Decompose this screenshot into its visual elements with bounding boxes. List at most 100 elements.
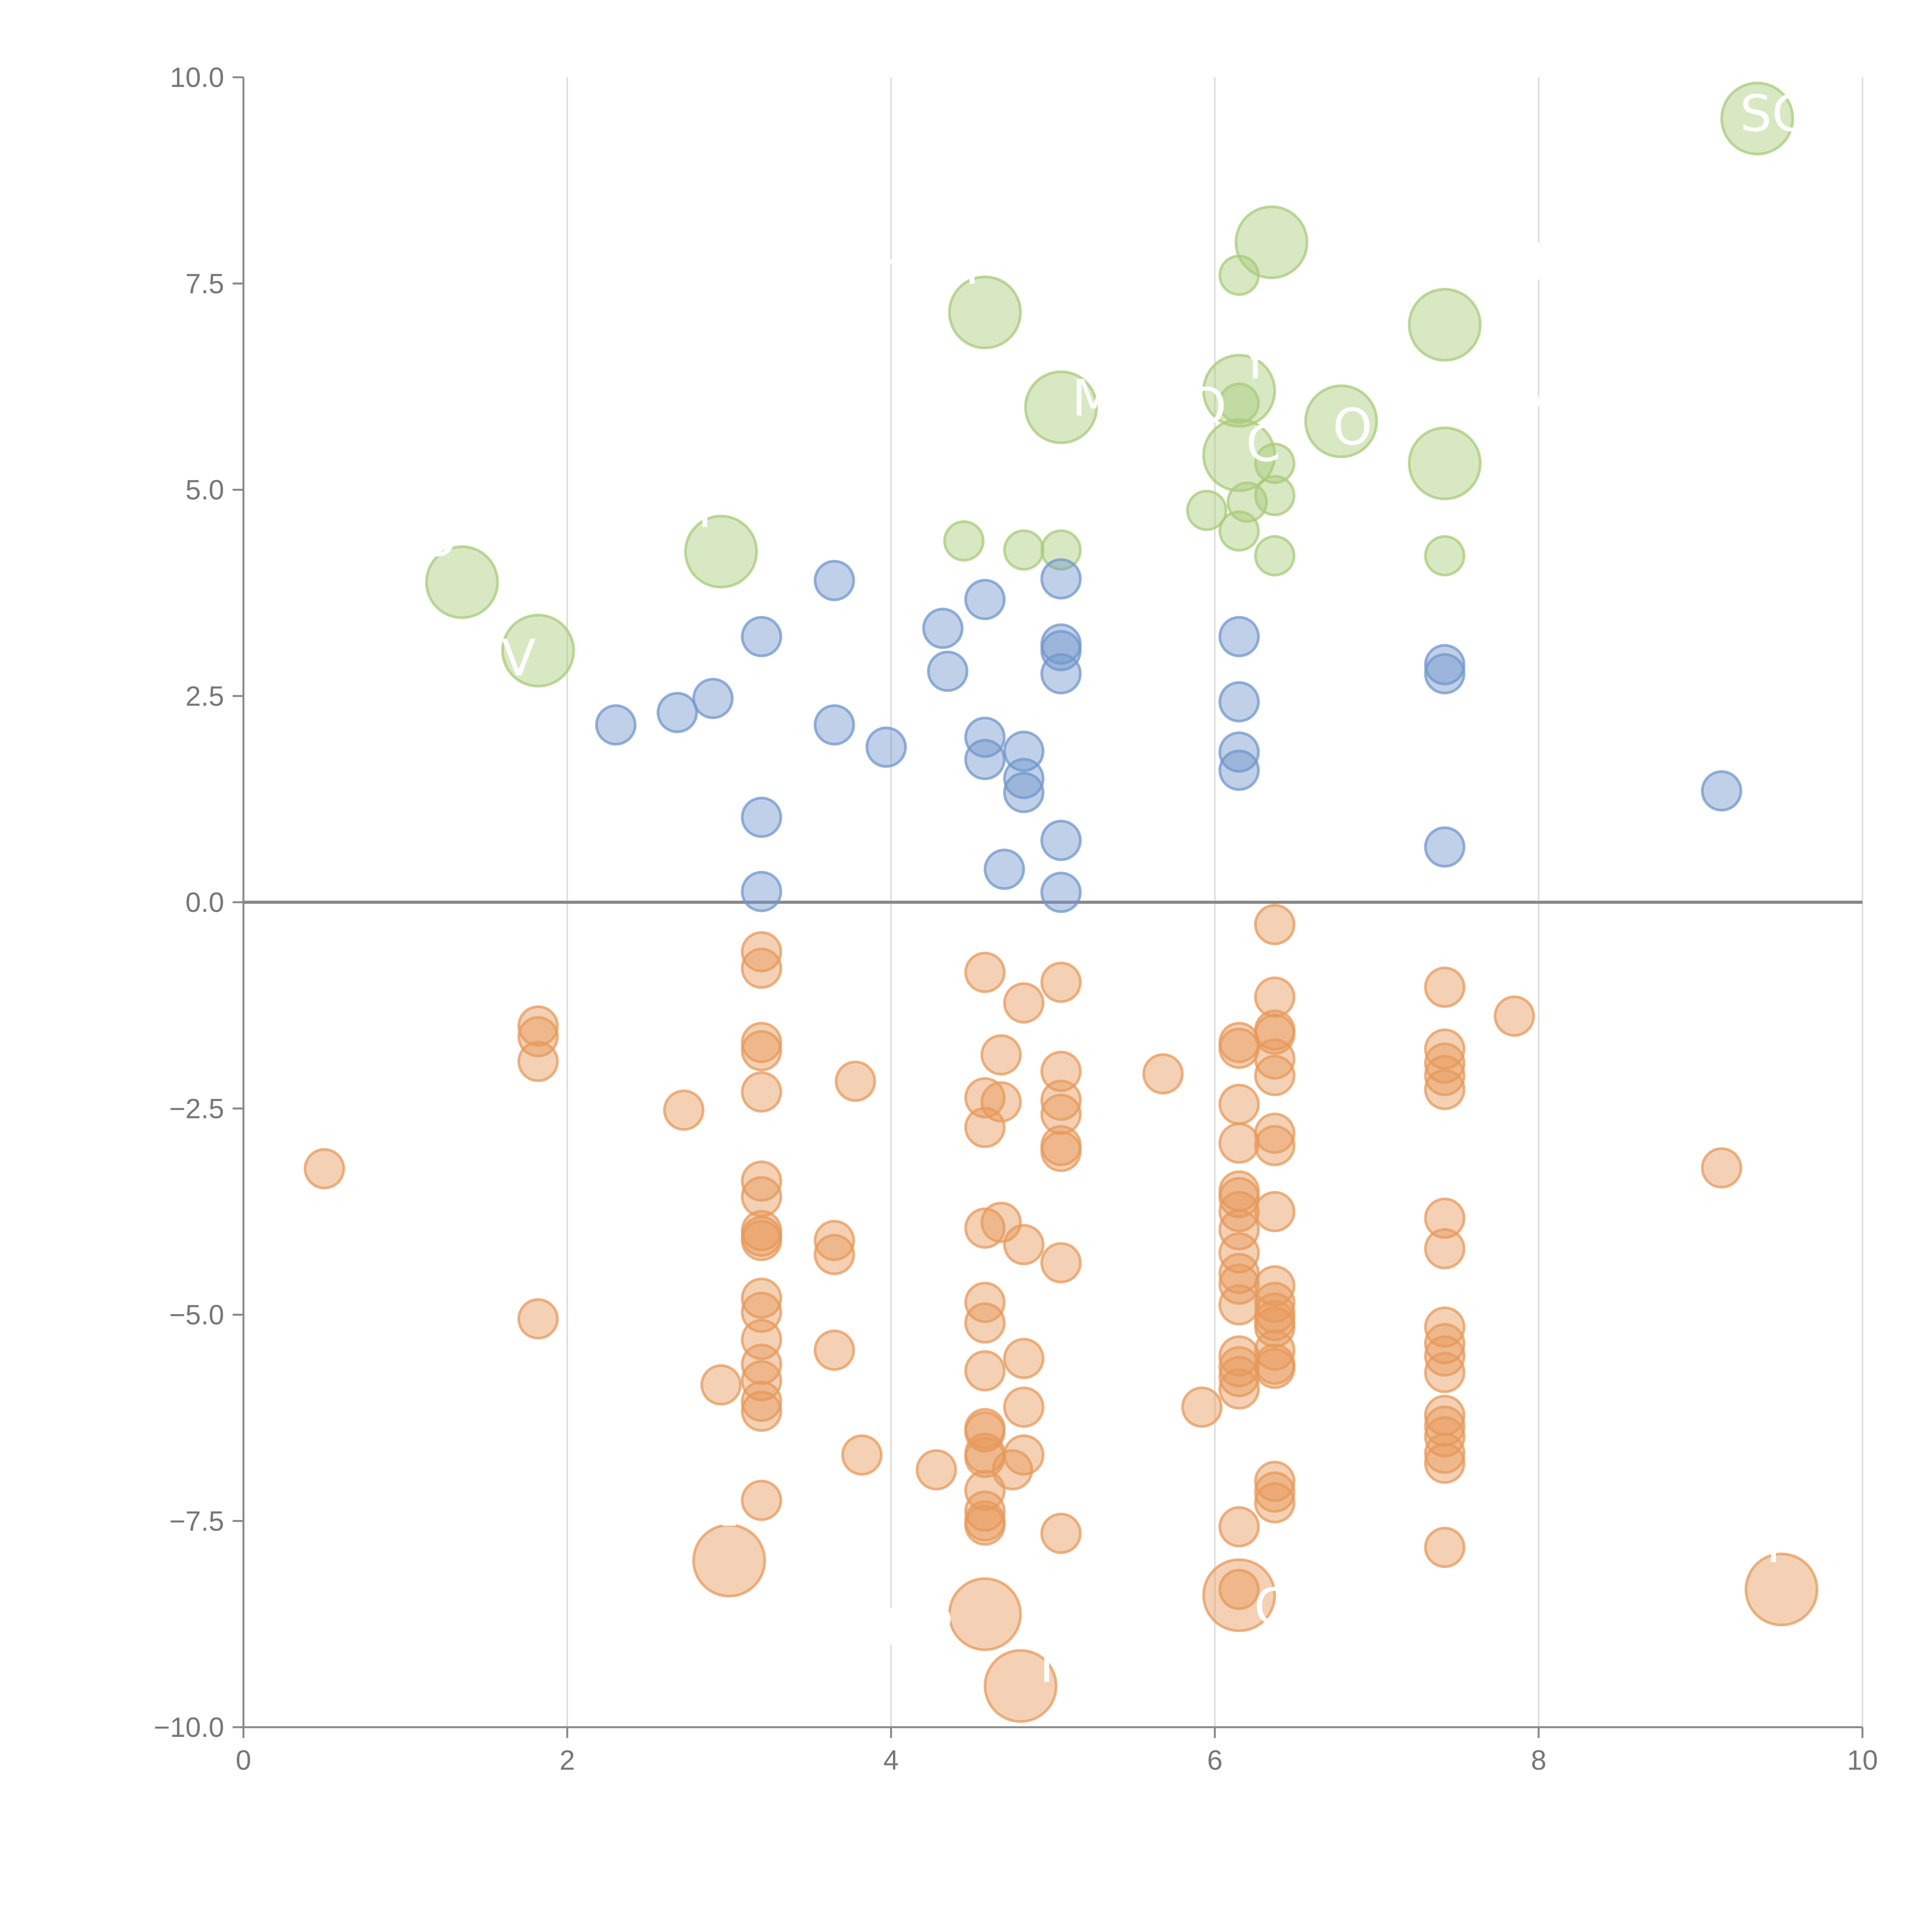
green-point [501,614,575,688]
orange-point [1254,1482,1296,1524]
point-label: - [882,228,900,287]
orange-point [1003,1224,1045,1265]
y-tick-label: 0.0 [185,887,224,918]
orange-point [517,1298,559,1340]
orange-point [813,1234,855,1276]
blue-point [741,796,782,838]
y-tick-label: 7.5 [185,269,224,299]
blue-point [741,616,782,658]
orange-point [915,1449,957,1491]
blue-point [922,607,964,649]
orange-point [663,1089,705,1131]
y-tick-label: −2.5 [169,1094,224,1124]
blue-point [1040,630,1082,672]
green-point [1720,82,1794,156]
orange-point [741,1071,782,1113]
green-point [684,515,758,589]
green-point [1235,205,1309,279]
orange-point [964,1207,1006,1249]
point-label: - [720,1491,738,1549]
green-point [1254,442,1296,484]
orange-point [1142,1053,1184,1095]
orange-point [964,1107,1006,1148]
blue-point [741,871,782,912]
orange-point [1040,961,1082,1003]
blue-point [1218,616,1260,658]
y-tick-label: −7.5 [169,1506,224,1537]
green-point [1003,529,1045,571]
blue-point [1424,826,1466,868]
y-tick-label: −5.0 [169,1300,224,1331]
orange-point [1040,1079,1082,1121]
orange-point [1424,1197,1466,1239]
green-point [948,275,1022,349]
green-point [1186,490,1228,531]
orange-point [1218,1284,1260,1326]
green-point [1254,535,1296,577]
green-point [1408,288,1482,362]
point-label: O [1187,377,1226,436]
blue-point [595,704,637,746]
orange-point [692,1524,766,1598]
blue-point [1701,770,1742,812]
orange-point [517,1041,559,1082]
orange-point [1424,1228,1466,1270]
orange-point [1424,966,1466,1008]
orange-point [517,1016,559,1058]
orange-point [1040,1094,1082,1135]
orange-point [813,1329,855,1371]
orange-point [1254,1471,1296,1513]
orange-point [948,1577,1022,1651]
orange-point [304,1148,345,1190]
blue-point [1218,681,1260,723]
orange-point [1701,1147,1742,1189]
blue-point [813,560,855,601]
orange-point [741,1219,782,1261]
orange-point [964,1077,1006,1119]
orange-point [1254,976,1296,1018]
orange-point [1745,1552,1818,1626]
point-label: V [502,629,536,687]
orange-point [1254,1054,1296,1096]
orange-point [1003,982,1045,1024]
orange-point [1254,1112,1296,1154]
point-label: N [1520,373,1557,432]
orange-point [1003,1338,1045,1379]
blue-point [927,650,969,692]
orange-point [1424,1352,1466,1393]
x-tick-label: 4 [883,1745,899,1776]
orange-point [1040,1512,1082,1554]
orange-point [1218,1568,1260,1610]
orange-point [1202,1558,1276,1632]
orange-point [1218,1368,1260,1410]
orange-point [1040,1051,1082,1092]
orange-point [1218,1083,1260,1125]
point-label: M [1039,1635,1083,1694]
orange-point [1218,1209,1260,1251]
x-tick-label: 0 [236,1745,251,1776]
point-label: Y [1758,1515,1789,1574]
orange-point [964,1490,1006,1532]
x-tick-label: 6 [1207,1745,1223,1776]
orange-point [1254,1125,1296,1167]
blue-point [983,849,1025,890]
y-tick-label: 10.0 [170,62,224,93]
orange-point [1424,1069,1466,1111]
blue-point [1040,653,1082,695]
blue-point [964,716,1006,758]
x-tick-label: 2 [560,1745,575,1776]
point-label: Y [956,237,988,296]
orange-point [1493,995,1535,1037]
orange-point [1218,1506,1260,1548]
point-label: Y [1240,332,1271,390]
point-label: C [1246,414,1281,473]
green-point [1424,535,1466,577]
orange-point [700,1364,742,1406]
point-label: SC [1740,84,1807,143]
blue-point [1003,772,1045,813]
orange-point [1218,1177,1260,1218]
blue-point [1218,749,1260,791]
orange-point [741,1030,782,1071]
orange-point [841,1434,883,1476]
